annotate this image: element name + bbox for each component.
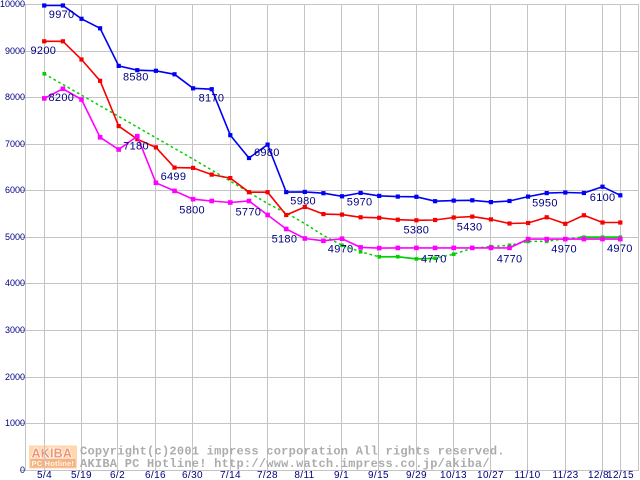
svg-text:10/13: 10/13 <box>440 470 467 480</box>
svg-text:12/8: 12/8 <box>588 470 609 480</box>
svg-text:5/4: 5/4 <box>37 470 52 480</box>
svg-text:10000: 10000 <box>0 0 25 9</box>
svg-text:AKIBA: AKIBA <box>32 447 73 461</box>
svg-text:4770: 4770 <box>421 254 447 266</box>
svg-text:4970: 4970 <box>328 244 354 256</box>
svg-text:Copyright(c)2001 impress corpo: Copyright(c)2001 impress corporation All… <box>80 445 505 459</box>
svg-text:5800: 5800 <box>179 205 205 217</box>
svg-text:6000: 6000 <box>5 185 25 195</box>
svg-text:4970: 4970 <box>551 243 577 255</box>
svg-text:11/10: 11/10 <box>514 470 540 480</box>
svg-text:7180: 7180 <box>123 140 149 152</box>
svg-text:4000: 4000 <box>5 278 25 288</box>
svg-text:5430: 5430 <box>457 222 483 234</box>
svg-text:4970: 4970 <box>607 243 633 255</box>
svg-text:5970: 5970 <box>347 197 373 209</box>
svg-text:1000: 1000 <box>5 418 25 428</box>
svg-text:6980: 6980 <box>254 147 280 159</box>
svg-text:12/15: 12/15 <box>607 470 634 480</box>
svg-text:5950: 5950 <box>532 197 558 209</box>
svg-text:9970: 9970 <box>49 9 75 21</box>
svg-text:5980: 5980 <box>290 196 316 208</box>
svg-text:AKIBA PC Hotline! http://www.: AKIBA PC Hotline! http://www.watch.impre… <box>80 457 490 471</box>
svg-text:6/16: 6/16 <box>145 470 166 480</box>
svg-text:0: 0 <box>20 465 25 475</box>
svg-text:9200: 9200 <box>31 45 57 57</box>
svg-text:4770: 4770 <box>497 253 523 265</box>
svg-text:9/29: 9/29 <box>406 470 427 480</box>
svg-text:5380: 5380 <box>404 224 430 236</box>
svg-text:5/19: 5/19 <box>71 470 92 480</box>
svg-text:11/23: 11/23 <box>552 470 578 480</box>
svg-text:5180: 5180 <box>272 234 298 246</box>
svg-text:PC Hotline!: PC Hotline! <box>32 459 75 468</box>
svg-text:6499: 6499 <box>161 171 187 183</box>
svg-text:6/30: 6/30 <box>182 470 203 480</box>
svg-text:8580: 8580 <box>123 72 149 84</box>
svg-text:2000: 2000 <box>5 372 25 382</box>
svg-text:10/27: 10/27 <box>477 470 504 480</box>
svg-text:7/28: 7/28 <box>257 470 278 480</box>
svg-text:7/14: 7/14 <box>220 470 241 480</box>
svg-text:5770: 5770 <box>236 206 262 218</box>
svg-text:8000: 8000 <box>5 92 25 102</box>
svg-text:6100: 6100 <box>590 192 616 204</box>
svg-text:9/1: 9/1 <box>334 470 349 480</box>
svg-text:6/2: 6/2 <box>110 470 125 480</box>
svg-text:7000: 7000 <box>5 139 25 149</box>
svg-text:9000: 9000 <box>5 46 25 56</box>
svg-text:5000: 5000 <box>5 232 25 242</box>
svg-text:8200: 8200 <box>49 92 75 104</box>
svg-text:3000: 3000 <box>5 325 25 335</box>
svg-text:8170: 8170 <box>199 92 225 104</box>
svg-text:8/11: 8/11 <box>294 470 314 480</box>
svg-text:9/15: 9/15 <box>368 470 389 480</box>
